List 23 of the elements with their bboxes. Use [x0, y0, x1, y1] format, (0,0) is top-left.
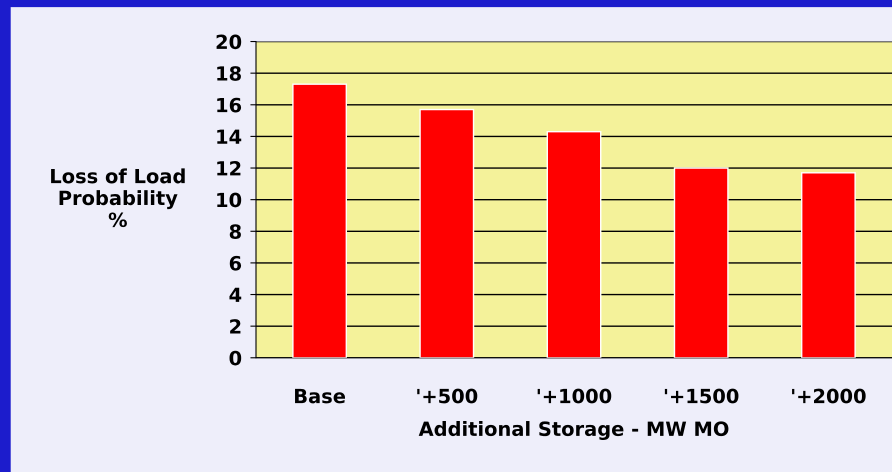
x-tick-label: '+1000: [538, 388, 612, 404]
bar: [419, 108, 474, 358]
y-tick-label: 12: [217, 160, 240, 176]
x-tick-label: Base: [295, 388, 346, 404]
bar: [800, 172, 856, 358]
y-tick-label: 10: [217, 192, 242, 208]
y-tick-label: 0: [230, 350, 242, 366]
y-axis-title: Loss of Load Probability %: [51, 168, 185, 228]
x-tick-label: '+2000: [792, 388, 866, 404]
y-tick-label: 14: [217, 130, 242, 144]
bar: [546, 130, 602, 358]
x-tick-label: '+1500: [664, 388, 738, 404]
y-tick-label: 2: [230, 319, 240, 334]
bar: [292, 84, 348, 358]
y-tick-label: 6: [230, 256, 242, 271]
bar: [674, 167, 729, 358]
x-axis-title: Additional Storage - MW MO: [418, 421, 728, 440]
y-tick-label: 18: [217, 66, 241, 81]
y-tick-label: 20: [216, 34, 242, 50]
y-tick-label: 16: [217, 98, 242, 112]
y-tick-label: 4: [229, 288, 242, 302]
x-tick-label: '+500: [417, 388, 478, 404]
y-tick-label: 8: [230, 224, 241, 239]
